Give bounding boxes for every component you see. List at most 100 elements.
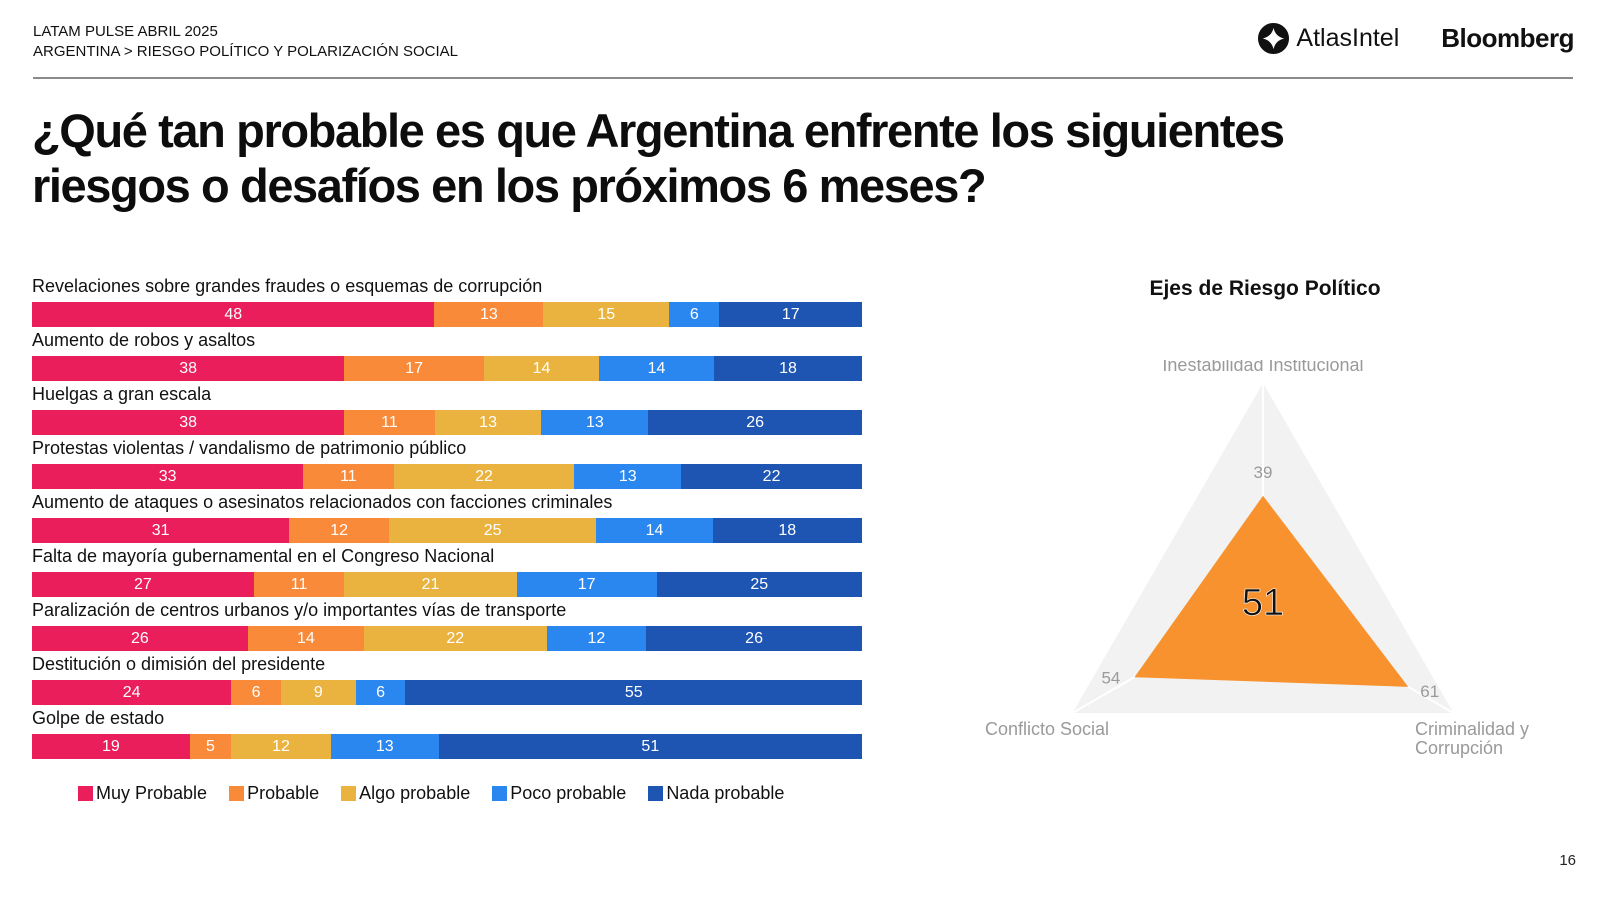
bar-track: 33 11 22 13 22 bbox=[32, 464, 862, 489]
bar-segment-probable: 11 bbox=[303, 464, 394, 489]
legend-swatch bbox=[341, 786, 357, 801]
bar-value-label: 6 bbox=[376, 684, 386, 701]
bar-segment-algo-probable: 21 bbox=[344, 572, 517, 597]
bar-value-label: 24 bbox=[122, 684, 141, 701]
bar-row: Golpe de estado 19 5 12 13 51 bbox=[32, 707, 862, 761]
radar-value-label: 39 bbox=[1254, 463, 1273, 482]
bar-value-label: 14 bbox=[645, 522, 664, 539]
legend-swatch bbox=[78, 786, 93, 801]
bar-value-label: 18 bbox=[779, 360, 797, 377]
bar-value-label: 22 bbox=[475, 468, 493, 485]
radar-axis-label: Conflicto Social bbox=[985, 719, 1109, 739]
bar-row: Protestas violentas / vandalismo de patr… bbox=[32, 437, 862, 491]
atlasintel-wordmark: AtlasIntel bbox=[1296, 24, 1400, 52]
bar-segment-nada-probable: 22 bbox=[681, 464, 862, 489]
bar-value-label: 14 bbox=[532, 360, 551, 377]
bar-value-label: 26 bbox=[131, 630, 149, 647]
radar-axis-label: Inestabilidad Institucional bbox=[1162, 360, 1363, 375]
bar-category-label: Destitución o dimisión del presidente bbox=[32, 654, 326, 674]
bar-segment-nada-probable: 26 bbox=[648, 410, 862, 435]
bar-value-label: 11 bbox=[381, 414, 398, 431]
bar-value-label: 5 bbox=[205, 738, 215, 755]
breadcrumb: ARGENTINA > RIESGO POLÍTICO Y POLARIZACI… bbox=[33, 43, 458, 60]
bar-segment-algo-probable: 12 bbox=[231, 734, 331, 759]
bar-value-label: 19 bbox=[101, 738, 120, 755]
bar-value-label: 13 bbox=[480, 306, 498, 323]
legend-label: Algo probable bbox=[359, 783, 471, 803]
bar-value-label: 26 bbox=[746, 414, 765, 431]
page-number: 16 bbox=[1559, 852, 1576, 869]
bar-row: Falta de mayoría gubernamental en el Con… bbox=[32, 545, 862, 599]
bar-row: Revelaciones sobre grandes fraudes o esq… bbox=[32, 275, 862, 329]
radar-center-value: 51 bbox=[1242, 582, 1284, 624]
bar-value-label: 21 bbox=[421, 576, 440, 593]
bar-segment-muy-probable: 33 bbox=[32, 464, 304, 489]
report-header: LATAM PULSE ABRIL 2025 ARGENTINA > RIESG… bbox=[33, 22, 458, 62]
bar-value-label: 12 bbox=[330, 522, 348, 539]
bar-category-label: Huelgas a gran escala bbox=[32, 384, 212, 404]
bar-category-label: Golpe de estado bbox=[32, 708, 165, 728]
legend-swatch bbox=[229, 786, 245, 801]
bar-value-label: 48 bbox=[224, 306, 243, 323]
bar-segment-poco-probable: 14 bbox=[599, 356, 715, 381]
bar-segment-nada-probable: 18 bbox=[712, 518, 862, 543]
bar-value-label: 11 bbox=[340, 468, 357, 485]
legend-item: Muy Probable bbox=[78, 783, 207, 804]
bar-row: Destitución o dimisión del presidente 24 6… bbox=[32, 653, 862, 707]
legend-item: Algo probable bbox=[341, 783, 470, 804]
bar-segment-muy-probable: 48 bbox=[32, 302, 435, 327]
page-title: ¿Qué tan probable es que Argentina enfre… bbox=[32, 104, 1285, 212]
radar-value-label: 54 bbox=[1101, 668, 1120, 687]
bar-segment-poco-probable: 12 bbox=[546, 626, 647, 651]
bar-value-label: 14 bbox=[296, 630, 315, 647]
bar-value-label: 25 bbox=[483, 522, 502, 539]
bar-segment-poco-probable: 13 bbox=[574, 464, 682, 489]
bar-category-label: Aumento de ataques o asesinatos relacion… bbox=[32, 492, 613, 512]
bar-segment-muy-probable: 24 bbox=[32, 680, 232, 705]
bar-segment-probable: 13 bbox=[434, 302, 544, 327]
bar-track: 31 12 25 14 18 bbox=[32, 518, 862, 543]
bar-row: Aumento de ataques o asesinatos relacion… bbox=[32, 491, 862, 545]
bar-value-label: 15 bbox=[597, 306, 616, 323]
bar-row: Aumento de robos y asaltos 38 17 14 14 18 bbox=[32, 329, 862, 383]
bar-segment-probable: 11 bbox=[344, 410, 435, 435]
bar-segment-muy-probable: 31 bbox=[32, 518, 290, 543]
bar-value-label: 22 bbox=[446, 630, 465, 647]
bar-segment-probable: 11 bbox=[253, 572, 345, 597]
legend-label: Nada probable bbox=[666, 783, 785, 803]
bar-segment-muy-probable: 38 bbox=[32, 410, 345, 435]
bar-value-label: 31 bbox=[151, 522, 170, 539]
bar-value-label: 18 bbox=[778, 522, 797, 539]
bar-value-label: 14 bbox=[647, 360, 666, 377]
bar-value-label: 51 bbox=[641, 738, 660, 755]
radar-axis-label: Criminalidad y Corrupción bbox=[1415, 719, 1529, 758]
logos: AtlasIntel Bloomberg bbox=[1257, 22, 1574, 55]
bar-value-label: 55 bbox=[624, 684, 643, 701]
bar-track: 48 13 15 6 17 bbox=[32, 302, 862, 327]
radar-value-polygon bbox=[1134, 495, 1409, 687]
radar-value-label: 61 bbox=[1420, 682, 1439, 701]
bar-segment-algo-probable: 25 bbox=[388, 518, 597, 543]
legend-item: Probable bbox=[229, 783, 319, 804]
bar-value-label: 22 bbox=[762, 468, 781, 485]
bar-segment-algo-probable: 22 bbox=[363, 626, 547, 651]
bar-segment-muy-probable: 26 bbox=[32, 626, 248, 651]
bar-segment-probable: 12 bbox=[289, 518, 389, 543]
bar-value-label: 38 bbox=[179, 414, 198, 431]
bar-track: 19 5 12 13 51 bbox=[32, 734, 862, 759]
bar-category-label: Paralización de centros urbanos y/o impo… bbox=[32, 600, 567, 620]
bar-category-label: Protestas violentas / vandalismo de patr… bbox=[32, 438, 467, 458]
legend-label: Muy Probable bbox=[96, 783, 208, 803]
bar-segment-poco-probable: 6 bbox=[355, 680, 406, 705]
bar-segment-probable: 6 bbox=[231, 680, 281, 705]
chart-legend: Muy Probable Probable Algo probable Poco pr… bbox=[78, 783, 784, 804]
bar-track: 38 17 14 14 18 bbox=[32, 356, 862, 381]
bar-segment-poco-probable: 13 bbox=[330, 734, 439, 759]
atlasintel-mark-icon bbox=[1258, 22, 1290, 55]
bar-value-label: 38 bbox=[179, 360, 198, 377]
legend-label: Poco probable bbox=[510, 783, 627, 803]
bar-segment-algo-probable: 9 bbox=[280, 680, 356, 705]
bar-segment-probable: 5 bbox=[189, 734, 232, 759]
bar-track: 27 11 21 17 25 bbox=[32, 572, 862, 597]
bar-segment-muy-probable: 19 bbox=[32, 734, 190, 759]
